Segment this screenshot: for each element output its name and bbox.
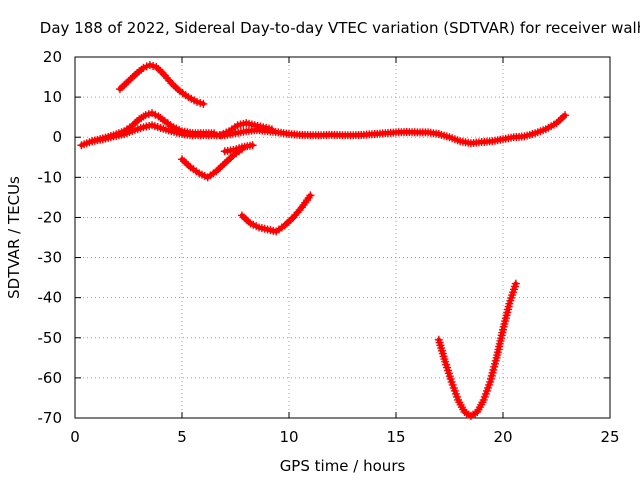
y-axis-title: SDTVAR / TECUs — [5, 176, 23, 299]
tick-marks — [74, 56, 611, 419]
plot-frame — [74, 56, 611, 419]
x-tick-label: 15 — [386, 428, 405, 446]
data-point-marker — [511, 279, 520, 288]
y-tick-label: -60 — [38, 369, 63, 387]
tick-labels: 0 5 10 15 20 25 20 10 0 -10 -20 -30 -40 -50 -60 -70 — [38, 48, 620, 446]
series-baseline — [77, 111, 570, 150]
y-tick-label: -10 — [38, 168, 63, 186]
data-series — [77, 61, 570, 420]
y-tick-label: 10 — [43, 88, 62, 106]
data-point-marker — [248, 141, 257, 150]
y-tick-label: -50 — [38, 329, 63, 347]
x-tick-label: 5 — [177, 428, 187, 446]
series-deep-dip — [434, 279, 520, 420]
grid-lines — [75, 57, 610, 418]
x-tick-label: 0 — [70, 428, 80, 446]
series-upper-bump — [88, 109, 219, 146]
y-tick-label: -70 — [38, 409, 63, 427]
x-tick-label: 25 — [600, 428, 619, 446]
y-tick-label: -30 — [38, 249, 63, 267]
data-point-marker — [561, 111, 570, 120]
data-point-marker — [210, 129, 219, 138]
series-line — [117, 62, 206, 107]
series-line — [436, 281, 519, 419]
y-tick-label: 20 — [43, 48, 62, 66]
data-point-marker — [306, 191, 315, 200]
series-bump-7.5h — [216, 119, 276, 140]
series-short-7-8h — [220, 141, 257, 156]
series-peak-arc — [115, 61, 208, 108]
series-dip-8-11h — [237, 191, 315, 236]
data-point-marker — [199, 99, 208, 108]
chart-title: Day 188 of 2022, Sidereal Day-to-day VTE… — [40, 19, 640, 37]
series-dip-5-8h — [178, 145, 246, 182]
y-tick-label: -20 — [38, 208, 63, 226]
x-axis-title: GPS time / hours — [280, 457, 406, 475]
y-tick-label: -40 — [38, 289, 63, 307]
x-tick-label: 10 — [279, 428, 298, 446]
x-tick-label: 20 — [493, 428, 512, 446]
data-point-marker — [267, 125, 276, 134]
y-tick-label: 0 — [52, 128, 62, 146]
